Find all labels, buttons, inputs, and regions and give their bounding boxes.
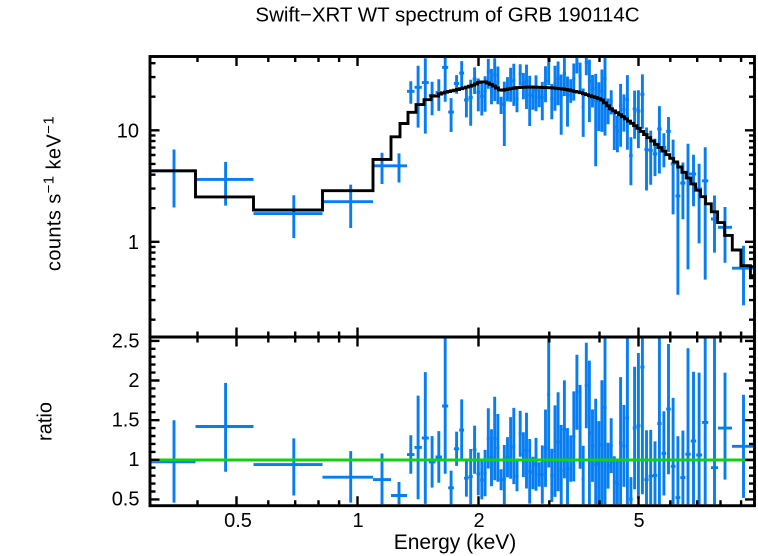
svg-text:0.5: 0.5 — [224, 510, 252, 532]
svg-text:1: 1 — [128, 232, 139, 254]
svg-text:ratio: ratio — [35, 402, 57, 441]
svg-text:1: 1 — [352, 510, 363, 532]
svg-text:Energy (keV): Energy (keV) — [394, 531, 517, 554]
svg-text:counts s−1 keV−1: counts s−1 keV−1 — [41, 116, 66, 271]
svg-text:2.5: 2.5 — [112, 331, 140, 353]
svg-text:2: 2 — [473, 510, 484, 532]
svg-text:0.5: 0.5 — [112, 489, 140, 511]
svg-text:2: 2 — [128, 370, 139, 392]
svg-text:10: 10 — [117, 121, 139, 143]
svg-text:Swift−XRT WT spectrum of GRB 1: Swift−XRT WT spectrum of GRB 190114C — [255, 4, 639, 27]
svg-text:1: 1 — [128, 449, 139, 471]
svg-text:5: 5 — [633, 510, 644, 532]
svg-text:1.5: 1.5 — [112, 410, 140, 432]
